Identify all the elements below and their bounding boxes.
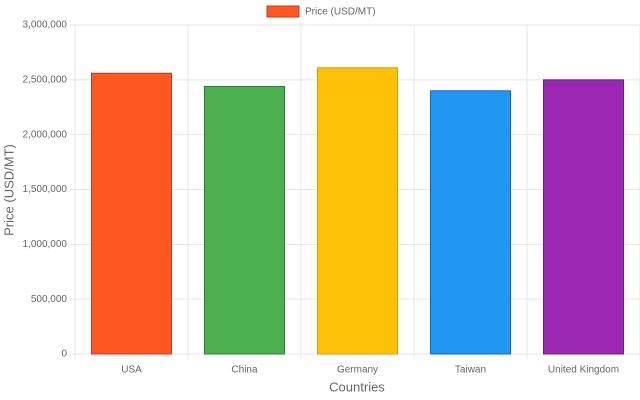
x-tick-label: Taiwan [455,365,486,376]
bar [204,85,285,355]
y-axis-title: Price (USD/MT) [1,144,16,236]
legend-swatch [266,5,300,18]
y-tick-label: 1,500,000 [23,184,68,195]
y-tick-label: 1,000,000 [23,239,68,250]
y-tick-label: 3,000,000 [23,20,68,31]
x-axis-title: Countries [329,379,385,394]
bar [317,67,398,355]
y-tick-label: 0 [61,349,67,360]
y-tick-label: 500,000 [31,294,68,305]
y-tick-label: 2,500,000 [23,74,68,85]
bar [543,79,624,355]
x-tick-label: USA [121,365,142,376]
x-tick-label: United Kingdom [548,365,619,376]
legend-label: Price (USD/MT) [305,7,376,18]
x-tick-label: Germany [337,365,378,376]
bar [91,72,172,355]
y-tick-label: 2,000,000 [23,129,68,140]
bar [430,90,511,355]
x-tick-label: China [231,365,258,376]
